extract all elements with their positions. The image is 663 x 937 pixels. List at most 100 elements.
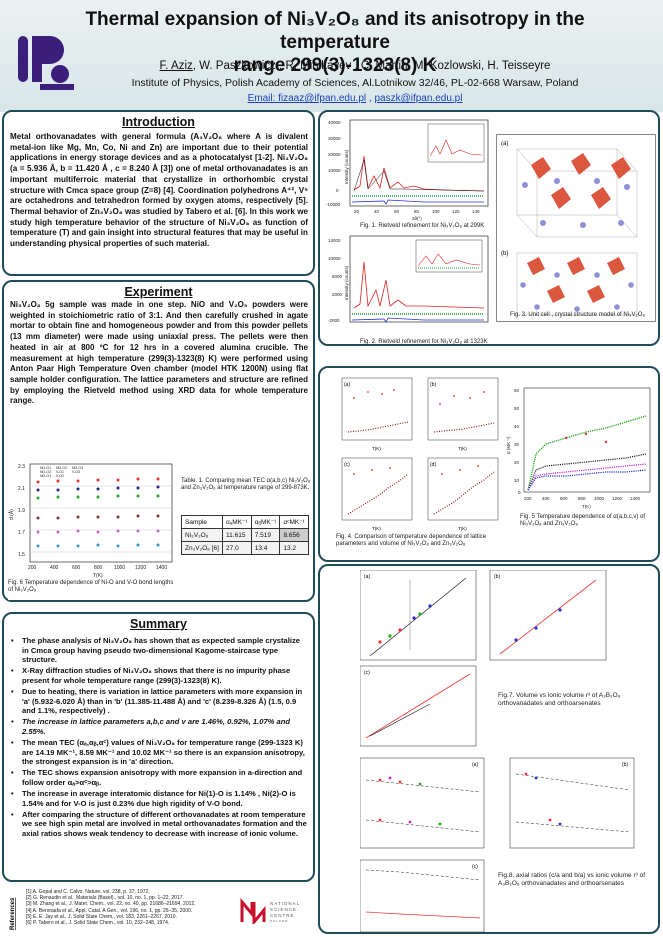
fig6-xtick: 1200 xyxy=(135,565,146,571)
fig7-panel-label: (c) xyxy=(364,670,370,676)
email-line: Email: fizaaz@ifpan.edu.pl , paszk@ifpan… xyxy=(90,93,620,104)
fig5-ytick: 30 xyxy=(514,442,520,447)
table-row: Zn₃V₂O₈ [6] 27.0 13.4 13.2 xyxy=(180,541,309,555)
fig2-plot: 14000 10000 6000 2000 -2000 Intensity (c… xyxy=(328,235,489,323)
fig7-panel-label: (a) xyxy=(364,574,370,580)
email-link-2[interactable]: paszk@ifpan.edu.pl xyxy=(374,93,463,104)
fig8-panel-b: (b) xyxy=(509,757,635,849)
fig2-ylabel: Intensity (counts) xyxy=(344,265,349,300)
fig6-xtick: 200 xyxy=(28,565,37,571)
fig5-caption: Fig. 5 Temperature dependence of α(a,b,c… xyxy=(520,514,646,527)
table-cell: 13.2 xyxy=(279,541,309,555)
fig6-legend-item: V-O1 xyxy=(56,470,64,474)
thermal-box: (a) (b) (c) (d) T(K) T(K) T(K) T(K) Fig.… xyxy=(318,366,660,562)
fig5-ytick: 0 xyxy=(518,490,521,495)
fig7-panel-label: (b) xyxy=(494,574,500,580)
reference-item: [3] M. Zhang et al., J. Mater. Chem., vo… xyxy=(26,901,196,908)
introduction-box: Introduction Metal orthovanadates with g… xyxy=(2,110,315,276)
fig6-legend-item: V-O2 xyxy=(56,474,64,478)
references-label: References xyxy=(10,897,16,930)
fig6-ytick: 2.3 xyxy=(18,464,25,470)
fig7-panel-c: (c) xyxy=(360,665,477,747)
fig8-panel-label: (b) xyxy=(622,762,628,768)
summary-item: The increase in lattice parameters a,b,c… xyxy=(8,717,308,736)
fig8-panel-c: (c) xyxy=(360,859,485,933)
summary-item: X-Ray diffraction studies of Ni₃V₂O₈ sho… xyxy=(8,666,308,685)
fig4-xlabel: T(K) xyxy=(372,446,381,451)
fig5-ytick: 10 xyxy=(514,478,520,483)
fig1-ytick: -10000 xyxy=(326,202,341,207)
fig6-xtick: 800 xyxy=(94,565,103,571)
fig4-panel: (a) xyxy=(341,377,413,441)
fig6-ytick: 1.7 xyxy=(18,530,25,536)
fig1-xlabel: 2θ(°) xyxy=(412,216,422,221)
rietveld-box: 40000 30000 20000 10000 0 -10000 20 40 6… xyxy=(318,110,660,346)
fig6-caption: Fig. 6 Temperature dependence of Ni-O an… xyxy=(8,580,174,593)
fig8-panel-label: (a) xyxy=(472,762,478,768)
fig2-ytick: 6000 xyxy=(332,274,343,279)
fig1-xtick: 120 xyxy=(452,209,460,214)
email-separator: , xyxy=(366,93,375,104)
reference-item: [4] A. Beroraafa et al., Appl. Catal. A … xyxy=(26,907,193,914)
fig2-caption: Fig. 2. Rietveld refinement for Ni₃V₂O₈ … xyxy=(360,339,488,345)
reference-item: [2] G. Renaudin et al., Materials (Basel… xyxy=(26,895,184,902)
fig7-panel-a: (a) xyxy=(360,570,477,661)
fig6-legend-item: Ni1-O1 xyxy=(40,466,51,470)
fig5-xtick: 200 xyxy=(524,496,532,501)
fig6-xtick: 600 xyxy=(72,565,81,571)
table1-caption: Table. 1. Comparing mean TEC α(a,b,c) Ni… xyxy=(181,478,311,491)
fig6-xtick: 400 xyxy=(50,565,59,571)
fig1-xtick: 100 xyxy=(432,209,440,214)
fig1-ytick: 30000 xyxy=(328,136,341,141)
fig1-ylabel: Intensity (counts) xyxy=(344,149,349,184)
introduction-text: Metal orthovanadates with general formul… xyxy=(10,132,308,249)
fig3-caption: Fig. 3. Unit cell , crystal structure mo… xyxy=(510,312,645,318)
summary-list: The phase analysis of Ni₃V₂O₈ has shown … xyxy=(8,636,308,840)
table-cell: 13.4 xyxy=(250,541,281,555)
fig1-xtick: 140 xyxy=(472,209,480,214)
references-list: [1] A. Gopal and C. Calvo, Nature, vol. … xyxy=(26,889,226,926)
fig1-ytick: 0 xyxy=(336,188,339,193)
fig6-ylabel: d (Å) xyxy=(8,509,15,520)
reference-item: [1] A. Gopal and C. Calvo, Nature, vol. … xyxy=(26,889,150,895)
fig4-xlabel: T(K) xyxy=(372,526,381,531)
table-cell: 8.656 xyxy=(279,528,309,542)
table-cell: Zn₃V₂O₈ [6] xyxy=(180,541,224,555)
fig6-legend-item: Ni2-O1 xyxy=(40,474,51,478)
fig5-xtick: 600 xyxy=(560,496,568,501)
summary-heading: Summary xyxy=(130,617,187,631)
introduction-heading: Introduction xyxy=(122,115,195,129)
email-link-1[interactable]: fizaaz@ifpan.edu.pl xyxy=(278,93,367,104)
fig6-xlabel: T(K) xyxy=(93,573,103,579)
fig6-legend-item: Ni2-O3 xyxy=(72,466,83,470)
fig4-plot: (a) (b) (c) (d) T(K) T(K) T(K) T(K) xyxy=(341,377,499,531)
fig4-panel-label: (c) xyxy=(344,462,350,468)
fig6-ytick: 1.5 xyxy=(18,552,25,558)
fig5-ytick: 20 xyxy=(514,460,520,465)
fig4-panel-label: (a) xyxy=(344,382,350,388)
summary-item: The TEC shows expansion anisotropy with … xyxy=(8,768,308,787)
fig2-ytick: 10000 xyxy=(328,256,341,261)
fig6-ytick: 1.9 xyxy=(18,508,25,514)
summary-item: The mean TEC (αₐ,αᵦ,αᶜ) values of Ni₃V₂O… xyxy=(8,738,308,767)
reference-item: [6] P. Tabero et al., J. Solid State Che… xyxy=(26,920,170,927)
summary-item: The increase in average interatomic dist… xyxy=(8,789,308,808)
table-cell: 11.615 xyxy=(222,528,252,542)
fig4-xlabel: T(K) xyxy=(458,446,467,451)
summary-item: After comparing the structure of differe… xyxy=(8,810,308,839)
table-cell: 7.519 xyxy=(250,528,281,542)
table-header-row: Sample αₐMK⁻¹ αᵦMK⁻¹ αᶜMK⁻¹ xyxy=(180,515,309,529)
ncn-line: CENTRE xyxy=(270,913,295,918)
table-row: Ni₃V₂O₈ 11.615 7.519 8.656 xyxy=(180,528,309,542)
summary-item: Due to heating, there is variation in la… xyxy=(8,687,308,716)
table-cell: Ni₃V₂O₈ xyxy=(180,528,224,542)
fig3-image: (a) (b) xyxy=(501,141,638,316)
ncn-line: NATIONAL xyxy=(270,901,300,906)
fig1-xtick: 60 xyxy=(394,209,400,214)
experiment-box: Experiment Ni₃V₂O₈ 5g sample was made in… xyxy=(2,280,315,602)
institution: Institute of Physics, Polish Academy of … xyxy=(131,77,579,89)
authors: F. Aziz, W. Paszkowicz , R. Minikayev , … xyxy=(90,60,620,72)
fig4-caption: Fig. 4. Comparison of temperature depend… xyxy=(336,534,487,547)
fig4-panel: (b) xyxy=(427,377,499,441)
fig7-caption: Fig.7. Volume vs ionic volume r³ of A₃B₂… xyxy=(498,692,621,707)
